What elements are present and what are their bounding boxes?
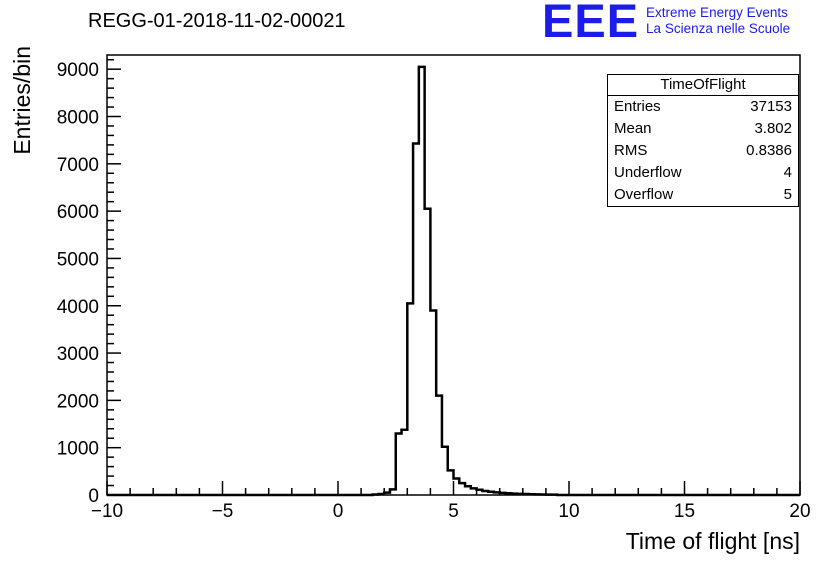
stats-row-value: 4 [783,164,792,181]
eee-logo-line1: Extreme Energy Events [646,5,788,20]
x-tick-label: 15 [674,501,695,522]
y-axis-title: Entries/bin [9,46,35,155]
eee-logo-subtitle: Extreme Energy Events La Scienza nelle S… [646,2,790,37]
stats-box-rows: Entries 37153 Mean 3.802 RMS 0.8386 Underflow 4… [608,96,798,206]
stats-row-label: RMS [614,142,648,159]
stats-row-value: 5 [783,186,792,203]
histogram-line [107,65,800,497]
stats-row: Underflow 4 [608,162,798,184]
y-tick-label: 9000 [57,60,99,81]
y-tick-label: 6000 [57,202,99,223]
stats-row-label: Overflow [614,186,674,203]
stats-box: TimeOfFlight Entries 37153 Mean 3.802 RMS 0.8… [607,74,799,207]
eee-logo: EEE Extreme Energy Events La Scienza nel… [542,0,790,47]
y-tick-label: 2000 [57,391,99,412]
stats-row: Mean 3.802 [608,118,798,140]
stats-row-label: Mean [614,120,652,137]
x-tick-label: 10 [558,501,579,522]
stats-box-title: TimeOfFlight [608,75,798,96]
stats-row: RMS 0.8386 [608,140,798,162]
y-tick-label: 5000 [57,249,99,270]
stats-row-value: 3.802 [754,120,792,137]
x-tick-label: 0 [333,501,344,522]
eee-logo-line2: La Scienza nelle Scuole [646,21,791,36]
y-tick-label: 4000 [57,297,99,318]
stats-row: Entries 37153 [608,96,798,118]
x-tick-label: −5 [212,501,234,522]
stats-row-label: Underflow [614,164,682,181]
eee-logo-text: EEE [542,0,640,47]
stats-row-value: 0.8386 [746,142,792,159]
y-tick-label: 1000 [57,439,99,460]
x-tick-label: 5 [448,501,459,522]
x-axis-title: Time of flight [ns] [626,528,800,554]
stats-row-value: 37153 [750,98,792,115]
stats-row-label: Entries [614,98,661,115]
y-tick-label: 8000 [57,108,99,129]
y-tick-label: 3000 [57,344,99,365]
y-tick-label: 7000 [57,155,99,176]
x-tick-label: 20 [789,501,810,522]
y-tick-label: 0 [88,486,99,507]
x-tick-label: −10 [91,501,123,522]
histogram-title: REGG-01-2018-11-02-00021 [88,10,346,32]
stats-row: Overflow 5 [608,184,798,206]
